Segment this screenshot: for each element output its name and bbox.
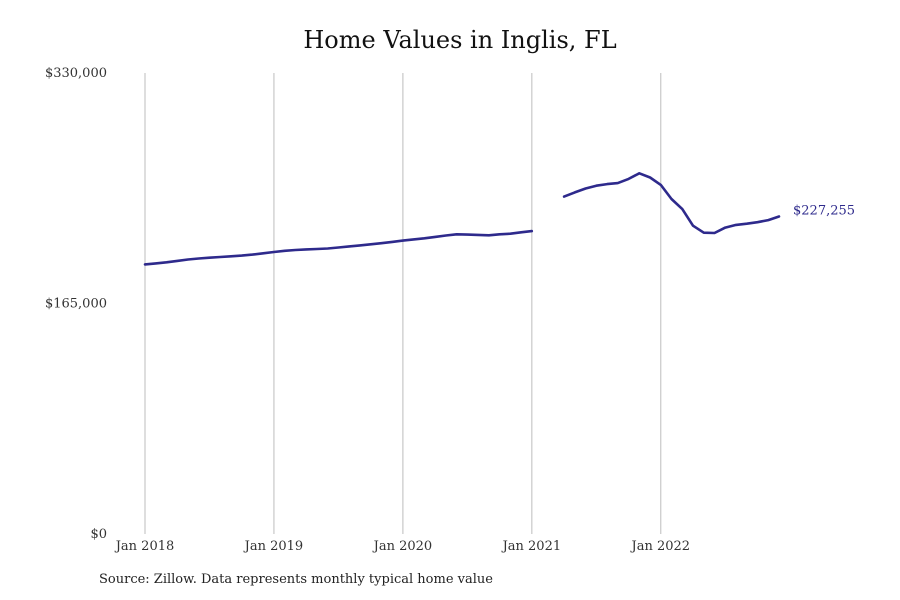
source-note: Source: Zillow. Data represents monthly … bbox=[99, 572, 493, 587]
y-tick-label: $330,000 bbox=[45, 66, 107, 81]
series-lines bbox=[143, 172, 781, 266]
end-value-label: $227,255 bbox=[793, 204, 855, 219]
y-tick-label: $165,000 bbox=[45, 297, 107, 312]
chart-title: Home Values in Inglis, FL bbox=[303, 26, 617, 54]
x-axis-ticks: Jan 2018 Jan 2019 Jan 2020 Jan 2021 Jan 2022 bbox=[114, 539, 690, 554]
x-tick-label: Jan 2019 bbox=[243, 539, 304, 554]
series-line-segment bbox=[143, 229, 534, 266]
x-tick-label: Jan 2021 bbox=[501, 539, 562, 554]
y-tick-label: $0 bbox=[90, 527, 107, 542]
x-tick-label: Jan 2018 bbox=[114, 539, 175, 554]
x-tick-label: Jan 2020 bbox=[372, 539, 433, 554]
series-line-segment bbox=[562, 172, 781, 235]
y-axis-ticks: $0 $165,000 $330,000 bbox=[45, 66, 107, 542]
grid-lines bbox=[144, 73, 662, 534]
x-tick-label: Jan 2022 bbox=[630, 539, 691, 554]
